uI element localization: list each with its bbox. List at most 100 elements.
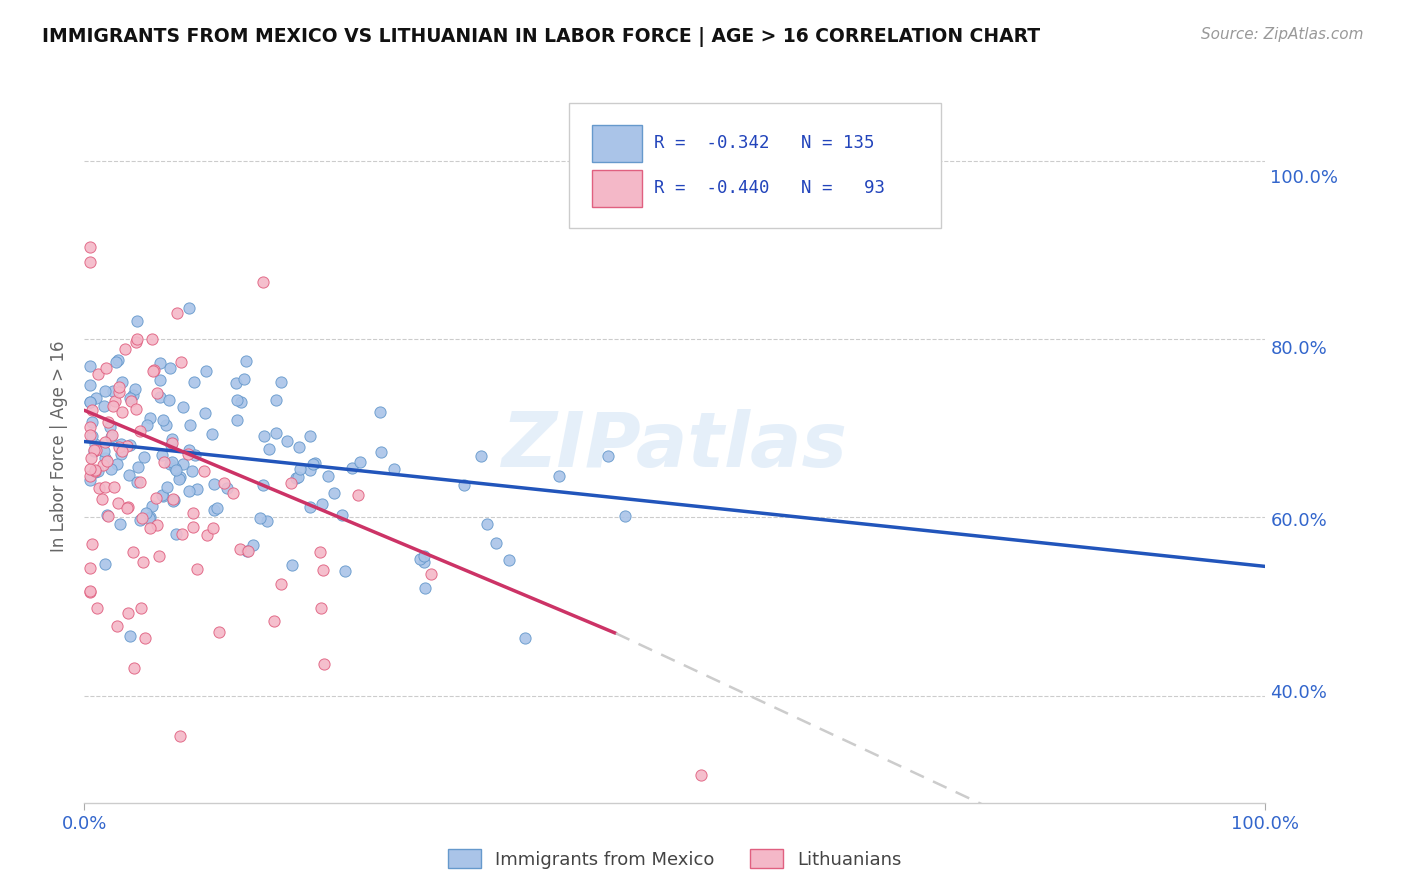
Point [253,474,276,488]
Point [245,442,267,457]
Point [207,626,229,640]
Point [253,723,276,737]
Point [375,460,398,475]
Point [284,480,307,494]
Point [204,443,226,458]
Point [253,362,276,376]
Point [184,440,207,454]
Point [252,475,274,489]
Point [204,503,226,517]
Point [228,371,250,385]
Point [186,458,208,472]
Point [225,511,247,525]
Point [219,454,242,468]
Point [177,484,200,499]
Point [221,628,243,642]
Point [243,461,266,475]
Point [377,459,399,474]
Point [238,459,260,474]
Point [173,448,195,462]
Point [200,448,222,462]
Point [342,431,364,445]
Point [235,364,257,378]
Point [172,538,194,552]
Point [364,466,387,480]
Point [172,455,194,469]
Point [170,476,193,491]
Point [247,464,270,478]
Text: IMMIGRANTS FROM MEXICO VS LITHUANIAN IN LABOR FORCE | AGE > 16 CORRELATION CHART: IMMIGRANTS FROM MEXICO VS LITHUANIAN IN … [42,27,1040,46]
FancyBboxPatch shape [644,141,690,178]
Point [174,468,197,483]
Point [197,392,219,406]
Point [557,553,579,567]
Point [321,539,343,553]
Point [329,285,352,300]
Point [200,382,222,396]
Point [515,481,537,495]
Point [231,493,253,508]
Point [648,453,671,467]
Point [236,490,259,504]
Point [245,441,267,455]
Point [315,544,337,558]
Point [269,562,291,576]
Point [249,528,271,542]
Point [195,386,218,401]
Point [536,518,558,533]
Point [209,394,232,409]
Point [174,447,197,461]
Point [195,616,218,631]
Point [356,558,378,573]
Point [266,382,288,396]
Point [174,467,197,482]
Point [170,583,193,598]
Point [603,472,626,486]
Point [198,518,221,533]
Text: Source: ZipAtlas.com: Source: ZipAtlas.com [1201,27,1364,42]
Point [200,411,222,425]
Point [571,628,593,642]
Point [238,491,260,506]
Point [170,583,193,598]
Point [207,397,229,411]
Point [215,428,238,442]
Point [170,433,193,447]
Point [382,599,405,613]
Point [373,434,395,448]
Point [352,439,374,453]
Point [249,316,271,330]
Point [339,611,361,625]
Point [170,401,193,416]
Point [240,423,263,437]
Point [188,466,211,480]
Point [450,465,472,479]
Point [402,509,425,524]
Point [346,576,368,591]
Point [170,425,193,439]
Point [209,545,232,559]
Point [197,444,219,458]
Point [183,483,205,497]
Point [290,622,312,636]
Point [184,368,207,382]
Point [305,417,328,432]
Legend: Immigrants from Mexico, Lithuanians: Immigrants from Mexico, Lithuanians [486,830,955,863]
Point [314,362,336,376]
Point [209,657,232,672]
Point [246,494,269,508]
Point [264,508,287,522]
Point [172,420,194,434]
Point [734,760,756,774]
Point [208,400,231,414]
Point [382,545,405,559]
Point [335,446,357,460]
Point [233,549,256,564]
Point [664,510,686,524]
Point [224,513,246,527]
Point [188,425,211,440]
Point [346,382,368,396]
Point [485,567,508,582]
Point [214,463,236,477]
Point [228,501,250,516]
